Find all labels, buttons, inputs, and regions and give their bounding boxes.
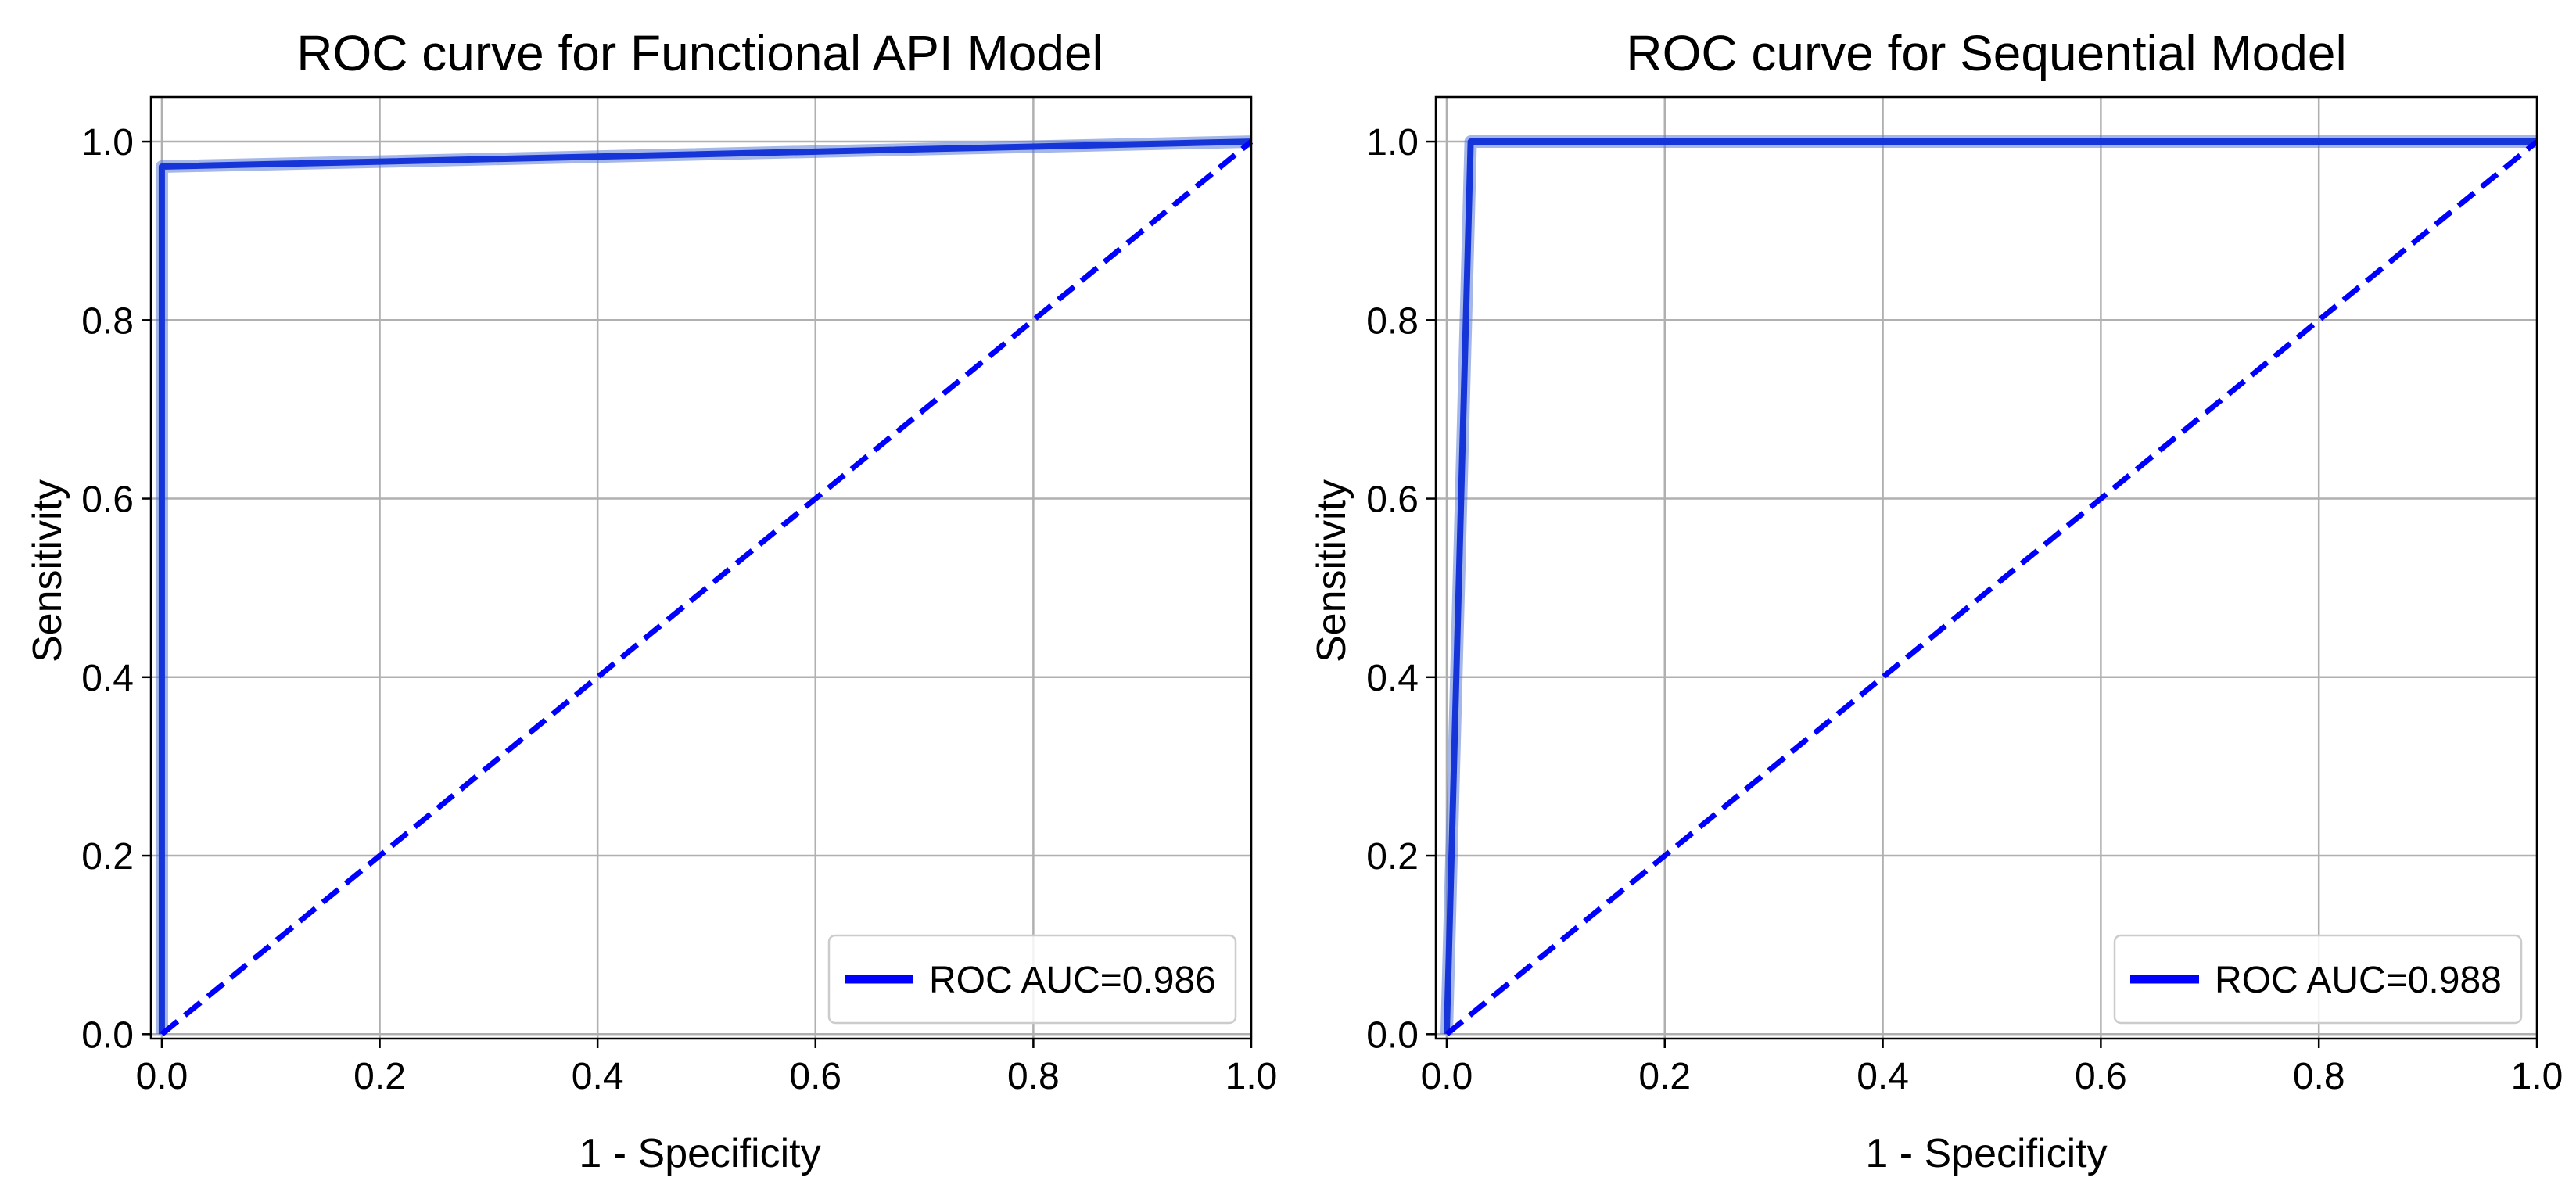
x-tick-label: 0.2 [353,1056,406,1097]
x-axis-label: 1 - Specificity [1865,1131,2107,1176]
x-tick-label: 0.6 [2075,1056,2127,1097]
y-tick-label: 0.2 [81,836,134,878]
y-tick-label: 0.4 [81,658,134,699]
chart-panel-sequential: ROC curve for Sequential Model 1 - Speci… [1309,25,2563,1176]
y-tick-label: 0.8 [1366,300,1419,342]
legend-label: ROC AUC=0.988 [2215,960,2502,1001]
legend: ROC AUC=0.986 [827,934,1237,1025]
x-tick-label: 0.6 [789,1056,841,1097]
x-axis-label: 1 - Specificity [579,1131,820,1176]
x-tick-label: 0.0 [1421,1056,1473,1097]
axes-frame [149,95,1253,1040]
y-tick-label: 1.0 [81,122,134,163]
x-tick-label: 0.8 [1007,1056,1060,1097]
x-tick-label: 0.8 [2293,1056,2345,1097]
y-tick-label: 1.0 [1366,122,1419,163]
legend-box [827,934,1237,1025]
y-axis-label: Sensitivity [25,479,70,662]
y-axis-label: Sensitivity [1309,479,1354,662]
y-tick-label: 0.8 [81,300,134,342]
y-tick-label: 0.2 [1366,836,1419,878]
x-tick-label: 1.0 [1225,1056,1278,1097]
chance-diagonal-line [160,139,1254,1037]
legend: ROC AUC=0.988 [2113,934,2523,1025]
axes-frame [1434,95,2538,1040]
x-tick-label: 0.4 [1857,1056,1909,1097]
chance-diagonal-line [1444,139,2539,1037]
x-tick-label: 0.4 [572,1056,624,1097]
y-tick-label: 0.0 [81,1014,134,1056]
y-tick-label: 0.4 [1366,658,1419,699]
roc-curve-line [158,138,1252,1035]
y-tick-label: 0.6 [1366,479,1419,521]
chart-title: ROC curve for Sequential Model [1626,25,2346,81]
x-tick-label: 1.0 [2511,1056,2563,1097]
legend-box [2113,934,2523,1025]
x-tick-label: 0.2 [1638,1056,1691,1097]
plot-area: 0.0 0.2 0.4 0.6 0.8 1.0 0.0 0.2 0.4 0.6 0.8 1.0 [1366,95,2563,1097]
roc-curve-line [1443,138,2537,1035]
chart-title: ROC curve for Functional API Model [296,25,1103,81]
legend-label: ROC AUC=0.986 [929,960,1216,1001]
plot-area: 0.0 0.2 0.4 0.6 0.8 1.0 0.0 0.2 0.4 0.6 0.8 1.0 [81,95,1278,1097]
x-tick-label: 0.0 [136,1056,188,1097]
y-tick-label: 0.6 [81,479,134,521]
y-tick-label: 0.0 [1366,1014,1419,1056]
